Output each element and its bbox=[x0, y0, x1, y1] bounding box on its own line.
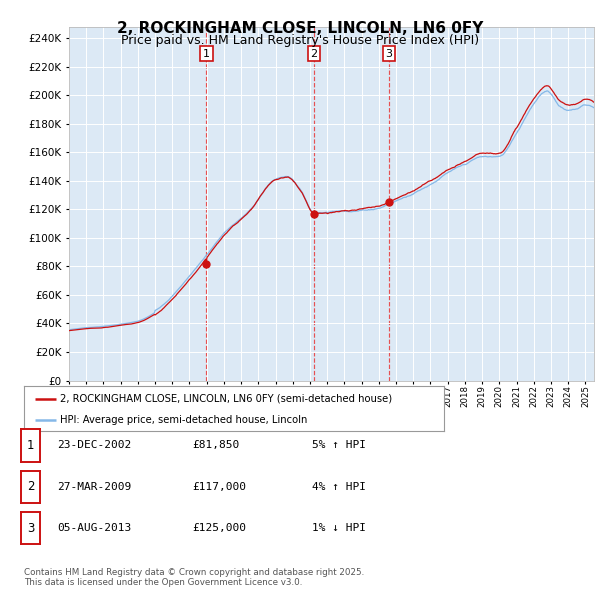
Text: 1: 1 bbox=[27, 439, 34, 452]
Text: 5% ↑ HPI: 5% ↑ HPI bbox=[312, 441, 366, 450]
Text: 1% ↓ HPI: 1% ↓ HPI bbox=[312, 523, 366, 533]
Text: £125,000: £125,000 bbox=[192, 523, 246, 533]
Text: 1: 1 bbox=[203, 48, 210, 58]
Text: 27-MAR-2009: 27-MAR-2009 bbox=[57, 482, 131, 491]
Text: Price paid vs. HM Land Registry's House Price Index (HPI): Price paid vs. HM Land Registry's House … bbox=[121, 34, 479, 47]
Text: 2, ROCKINGHAM CLOSE, LINCOLN, LN6 0FY (semi-detached house): 2, ROCKINGHAM CLOSE, LINCOLN, LN6 0FY (s… bbox=[60, 394, 392, 404]
Text: Contains HM Land Registry data © Crown copyright and database right 2025.
This d: Contains HM Land Registry data © Crown c… bbox=[24, 568, 364, 587]
Text: £81,850: £81,850 bbox=[192, 441, 239, 450]
Text: 4% ↑ HPI: 4% ↑ HPI bbox=[312, 482, 366, 491]
Text: 2: 2 bbox=[27, 480, 34, 493]
Text: 2: 2 bbox=[311, 48, 317, 58]
Text: 05-AUG-2013: 05-AUG-2013 bbox=[57, 523, 131, 533]
Text: 3: 3 bbox=[385, 48, 392, 58]
Text: 3: 3 bbox=[27, 522, 34, 535]
Text: £117,000: £117,000 bbox=[192, 482, 246, 491]
Text: 2, ROCKINGHAM CLOSE, LINCOLN, LN6 0FY: 2, ROCKINGHAM CLOSE, LINCOLN, LN6 0FY bbox=[117, 21, 483, 35]
Text: HPI: Average price, semi-detached house, Lincoln: HPI: Average price, semi-detached house,… bbox=[60, 415, 307, 425]
Text: 23-DEC-2002: 23-DEC-2002 bbox=[57, 441, 131, 450]
